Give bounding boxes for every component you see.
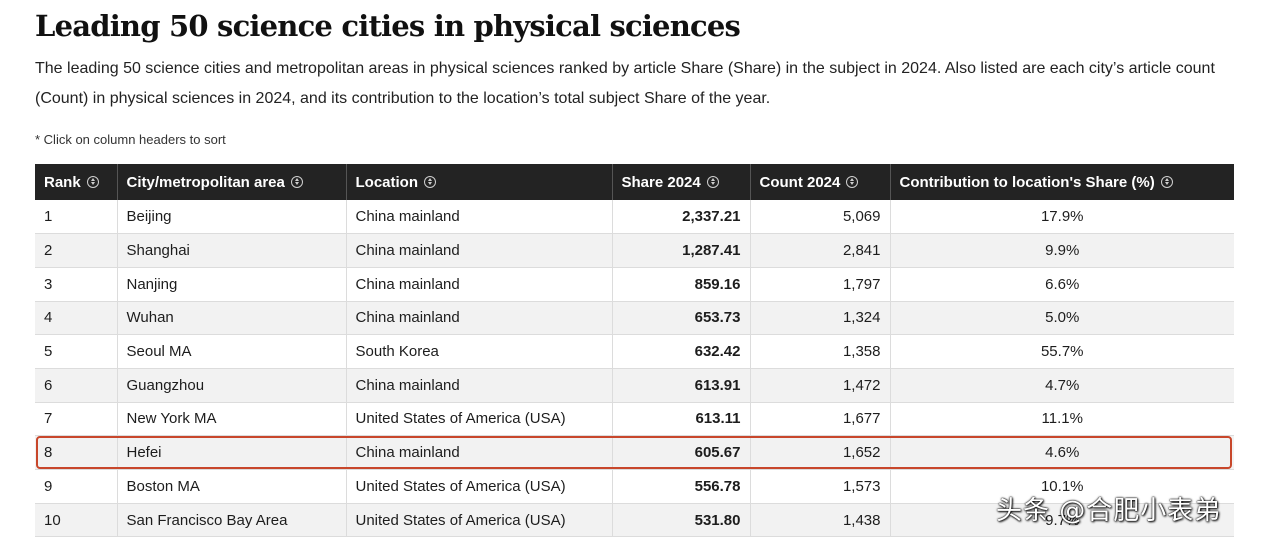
sort-arrows-icon [86, 175, 99, 188]
column-header-contribution[interactable]: Contribution to location's Share (%) [890, 164, 1234, 200]
page-title: Leading 50 science cities in physical sc… [35, 9, 741, 43]
cell-share: 605.67 [612, 435, 751, 470]
cell-share: 531.80 [612, 503, 751, 538]
sort-arrows-icon [846, 175, 859, 188]
cell-rank: 3 [35, 267, 118, 302]
cell-count: 2,841 [750, 233, 891, 268]
cell-contribution: 9.9% [890, 233, 1234, 268]
cell-rank: 2 [35, 233, 118, 268]
table-row: 4 Wuhan China mainland 653.73 1,324 5.0% [35, 301, 1234, 336]
column-header-city[interactable]: City/metropolitan area [117, 164, 347, 200]
cell-city: Beijing [117, 200, 347, 235]
cell-rank: 4 [35, 301, 118, 336]
cell-city: Hefei [117, 435, 347, 470]
cell-contribution: 55.7% [890, 334, 1234, 369]
cell-contribution: 10.1% [890, 469, 1234, 504]
cell-location: China mainland [346, 267, 613, 302]
cell-share: 613.91 [612, 368, 751, 403]
cell-location: China mainland [346, 233, 613, 268]
table-row: 2 Shanghai China mainland 1,287.41 2,841 9.9% [35, 233, 1234, 268]
table-body: 1 Beijing China mainland 2,337.21 5,069 17.9%… [35, 200, 1234, 538]
watermark-text: 头条 @合肥小表弟 [996, 496, 1222, 526]
table-row-highlighted: 8 Hefei China mainland 605.67 1,652 4.6% [35, 435, 1234, 470]
cell-city: Guangzhou [117, 368, 347, 403]
cell-count: 1,472 [750, 368, 891, 403]
cell-city: Nanjing [117, 267, 347, 302]
cities-table: Rank City/metropolitan area Location Sha… [35, 164, 1234, 538]
table-row: 6 Guangzhou China mainland 613.91 1,472 4.7% [35, 368, 1234, 403]
cell-rank: 6 [35, 368, 118, 403]
cell-city: New York MA [117, 402, 347, 437]
cell-contribution: 5.0% [890, 301, 1234, 336]
cell-share: 556.78 [612, 469, 751, 504]
cell-city: Wuhan [117, 301, 347, 336]
sort-arrows-icon [1160, 175, 1173, 188]
cell-count: 5,069 [750, 200, 891, 235]
cell-rank: 1 [35, 200, 118, 235]
table-header-row: Rank City/metropolitan area Location Sha… [35, 164, 1234, 200]
cell-share: 632.42 [612, 334, 751, 369]
cell-contribution: 4.7% [890, 368, 1234, 403]
cell-share: 1,287.41 [612, 233, 751, 268]
sort-arrows-icon [290, 175, 303, 188]
cell-share: 653.73 [612, 301, 751, 336]
cell-location: China mainland [346, 368, 613, 403]
column-header-share[interactable]: Share 2024 [612, 164, 751, 200]
cell-share: 2,337.21 [612, 200, 751, 235]
table-row: 3 Nanjing China mainland 859.16 1,797 6.6% [35, 267, 1234, 302]
table-row: 1 Beijing China mainland 2,337.21 5,069 17.9% [35, 200, 1234, 235]
cell-city: Shanghai [117, 233, 347, 268]
column-header-rank[interactable]: Rank [35, 164, 118, 200]
cell-location: United States of America (USA) [346, 402, 613, 437]
cell-count: 1,324 [750, 301, 891, 336]
cell-rank: 10 [35, 503, 118, 538]
cell-location: China mainland [346, 435, 613, 470]
cell-count: 1,438 [750, 503, 891, 538]
cell-location: United States of America (USA) [346, 503, 613, 538]
table-row: 9 Boston MA United States of America (USA)… [35, 469, 1234, 504]
cell-rank: 5 [35, 334, 118, 369]
cell-location: United States of America (USA) [346, 469, 613, 504]
cell-count: 1,677 [750, 402, 891, 437]
table-row: 7 New York MA United States of America (US… [35, 402, 1234, 437]
cell-location: China mainland [346, 301, 613, 336]
cell-count: 1,652 [750, 435, 891, 470]
cell-rank: 8 [35, 435, 118, 470]
sort-note: * Click on column headers to sort [35, 132, 226, 147]
table-description: The leading 50 science cities and metrop… [35, 60, 1215, 107]
cell-city: San Francisco Bay Area [117, 503, 347, 538]
column-header-count[interactable]: Count 2024 [750, 164, 891, 200]
cell-count: 1,573 [750, 469, 891, 504]
cell-contribution: 9.7% [890, 503, 1234, 538]
cell-contribution: 17.9% [890, 200, 1234, 235]
cell-city: Seoul MA [117, 334, 347, 369]
cell-count: 1,358 [750, 334, 891, 369]
sort-arrows-icon [424, 175, 436, 188]
table-row: 10 San Francisco Bay Area United States of… [35, 503, 1234, 538]
table-row: 5 Seoul MA South Korea 632.42 1,358 55.7% [35, 334, 1234, 369]
sort-arrows-icon [706, 175, 719, 188]
column-header-location[interactable]: Location [346, 164, 613, 200]
cell-city: Boston MA [117, 469, 347, 504]
cell-rank: 9 [35, 469, 118, 504]
cell-contribution: 11.1% [890, 402, 1234, 437]
cell-rank: 7 [35, 402, 118, 437]
cell-share: 859.16 [612, 267, 751, 302]
cell-location: China mainland [346, 200, 613, 235]
cell-share: 613.11 [612, 402, 751, 437]
cell-contribution: 4.6% [890, 435, 1234, 470]
cell-location: South Korea [346, 334, 613, 369]
cell-count: 1,797 [750, 267, 891, 302]
cell-contribution: 6.6% [890, 267, 1234, 302]
